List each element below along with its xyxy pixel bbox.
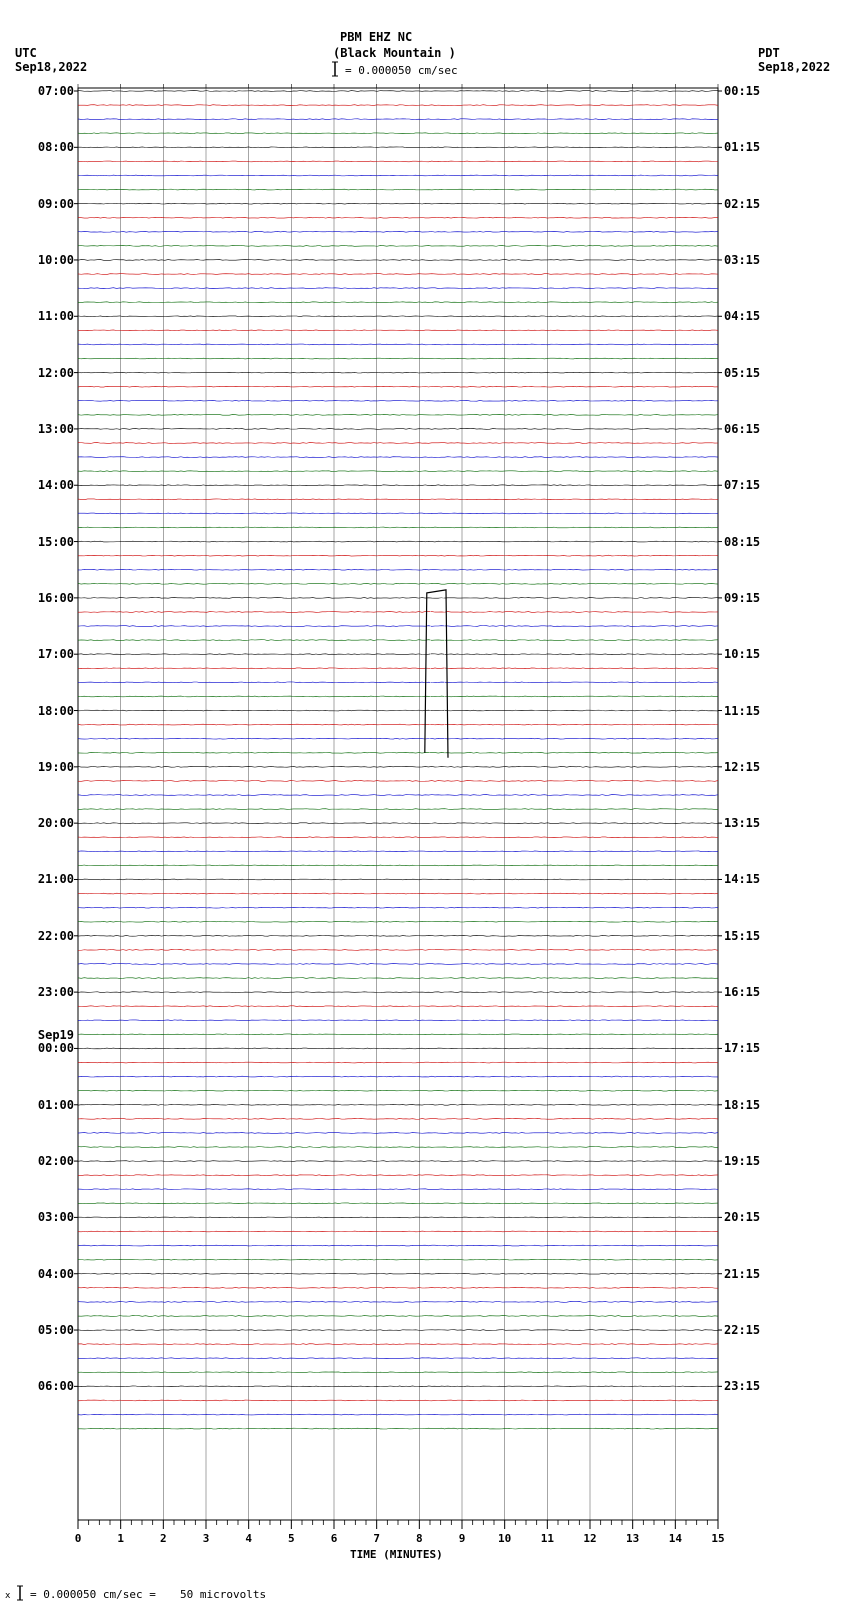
right-hour-label: 00:15	[724, 84, 784, 98]
left-hour-label: 17:00	[14, 647, 74, 661]
right-hour-label: 02:15	[724, 197, 784, 211]
right-hour-label: 09:15	[724, 591, 784, 605]
left-hour-label: 22:00	[14, 929, 74, 943]
right-hour-label: 20:15	[724, 1210, 784, 1224]
left-hour-label: 00:00	[14, 1041, 74, 1055]
right-hour-label: 07:15	[724, 478, 784, 492]
x-tick-label: 9	[452, 1532, 472, 1545]
x-tick-label: 5	[281, 1532, 301, 1545]
x-tick-label: 13	[623, 1532, 643, 1545]
seismogram-plot	[0, 0, 850, 1613]
right-hour-label: 18:15	[724, 1098, 784, 1112]
x-tick-label: 12	[580, 1532, 600, 1545]
x-axis-label: TIME (MINUTES)	[350, 1548, 443, 1561]
right-hour-label: 14:15	[724, 872, 784, 886]
left-hour-label: 16:00	[14, 591, 74, 605]
x-tick-label: 1	[111, 1532, 131, 1545]
right-hour-label: 17:15	[724, 1041, 784, 1055]
x-tick-label: 11	[537, 1532, 557, 1545]
x-tick-label: 10	[495, 1532, 515, 1545]
left-hour-label: 05:00	[14, 1323, 74, 1337]
left-hour-label: 02:00	[14, 1154, 74, 1168]
left-hour-label: 19:00	[14, 760, 74, 774]
right-hour-label: 23:15	[724, 1379, 784, 1393]
right-hour-label: 04:15	[724, 309, 784, 323]
left-hour-label: 21:00	[14, 872, 74, 886]
left-hour-label: 03:00	[14, 1210, 74, 1224]
left-hour-label: 10:00	[14, 253, 74, 267]
left-hour-label: 08:00	[14, 140, 74, 154]
x-tick-label: 3	[196, 1532, 216, 1545]
x-tick-label: 4	[239, 1532, 259, 1545]
left-hour-label: 13:00	[14, 422, 74, 436]
x-tick-label: 8	[409, 1532, 429, 1545]
right-hour-label: 19:15	[724, 1154, 784, 1168]
right-hour-label: 06:15	[724, 422, 784, 436]
footer-microvolts: 50 microvolts	[180, 1588, 266, 1601]
left-hour-label: 12:00	[14, 366, 74, 380]
footer-scale-text: = 0.000050 cm/sec =	[30, 1588, 156, 1601]
left-hour-label: 20:00	[14, 816, 74, 830]
left-hour-label: 06:00	[14, 1379, 74, 1393]
day-change-marker: Sep19	[14, 1028, 74, 1042]
seismogram-container: PBM EHZ NC (Black Mountain ) UTC Sep18,2…	[0, 0, 850, 1613]
x-tick-label: 0	[68, 1532, 88, 1545]
x-tick-label: 14	[665, 1532, 685, 1545]
x-tick-label: 7	[367, 1532, 387, 1545]
right-hour-label: 22:15	[724, 1323, 784, 1337]
left-hour-label: 18:00	[14, 704, 74, 718]
left-hour-label: 11:00	[14, 309, 74, 323]
right-hour-label: 08:15	[724, 535, 784, 549]
right-hour-label: 12:15	[724, 760, 784, 774]
right-hour-label: 10:15	[724, 647, 784, 661]
left-hour-label: 09:00	[14, 197, 74, 211]
x-tick-label: 6	[324, 1532, 344, 1545]
right-hour-label: 01:15	[724, 140, 784, 154]
left-hour-label: 04:00	[14, 1267, 74, 1281]
left-hour-label: 15:00	[14, 535, 74, 549]
x-tick-label: 15	[708, 1532, 728, 1545]
x-tick-label: 2	[153, 1532, 173, 1545]
left-hour-label: 01:00	[14, 1098, 74, 1112]
left-hour-label: 07:00	[14, 84, 74, 98]
right-hour-label: 03:15	[724, 253, 784, 267]
left-hour-label: 23:00	[14, 985, 74, 999]
right-hour-label: 05:15	[724, 366, 784, 380]
right-hour-label: 13:15	[724, 816, 784, 830]
right-hour-label: 16:15	[724, 985, 784, 999]
right-hour-label: 21:15	[724, 1267, 784, 1281]
right-hour-label: 11:15	[724, 704, 784, 718]
right-hour-label: 15:15	[724, 929, 784, 943]
left-hour-label: 14:00	[14, 478, 74, 492]
